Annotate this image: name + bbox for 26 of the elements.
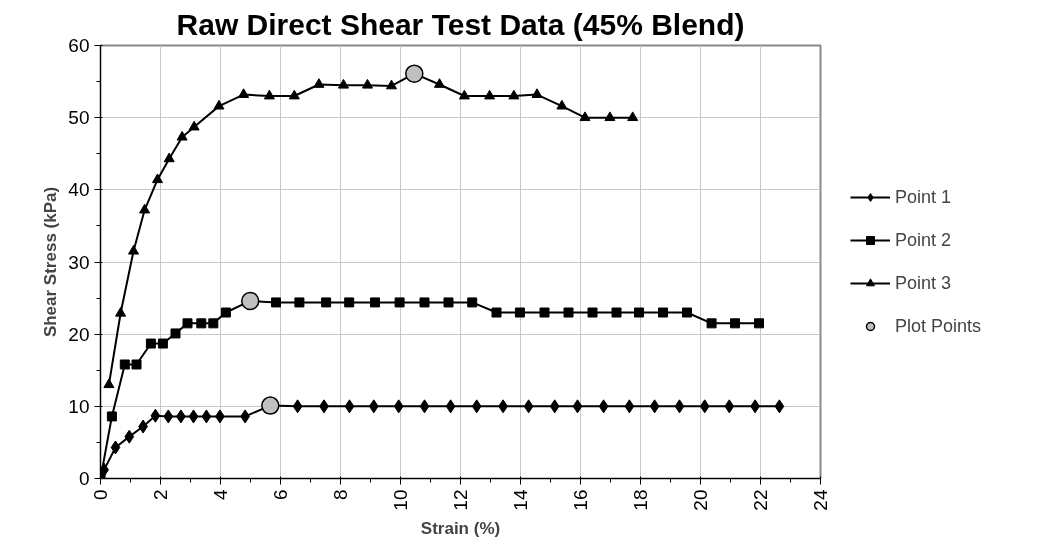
- y-tick-label: 40: [68, 179, 90, 201]
- y-tick-label: 20: [68, 323, 90, 345]
- x-tick-label: 16: [570, 489, 591, 511]
- legend-label: Plot Points: [895, 315, 982, 337]
- x-tick-label: 10: [390, 489, 411, 511]
- legend-label: Point 2: [895, 229, 952, 251]
- x-tick-label: 24: [810, 489, 831, 511]
- x-tick-label: 18: [630, 489, 651, 511]
- x-tick-label: 12: [450, 489, 471, 511]
- x-tick-label: 20: [690, 489, 711, 511]
- x-tick-label: 8: [330, 489, 351, 501]
- y-tick-label: 30: [68, 251, 90, 273]
- x-tick-label: 2: [150, 489, 171, 501]
- chart-title: Raw Direct Shear Test Data (45% Blend): [176, 7, 745, 41]
- legend-label: Point 1: [895, 186, 952, 208]
- x-tick-label: 6: [270, 489, 291, 501]
- x-axis-title: Strain (%): [420, 518, 501, 538]
- y-axis-title: Shear Stress (kPa): [41, 186, 61, 338]
- x-tick-label: 14: [510, 489, 531, 511]
- x-tick-label: 0: [90, 489, 111, 501]
- x-tick-label: 22: [750, 489, 771, 511]
- y-tick-label: 10: [68, 395, 90, 417]
- y-tick-label: 60: [68, 35, 90, 56]
- y-tick-label: 50: [68, 107, 90, 129]
- x-tick-label: 4: [210, 489, 231, 501]
- legend-label: Point 3: [895, 272, 952, 294]
